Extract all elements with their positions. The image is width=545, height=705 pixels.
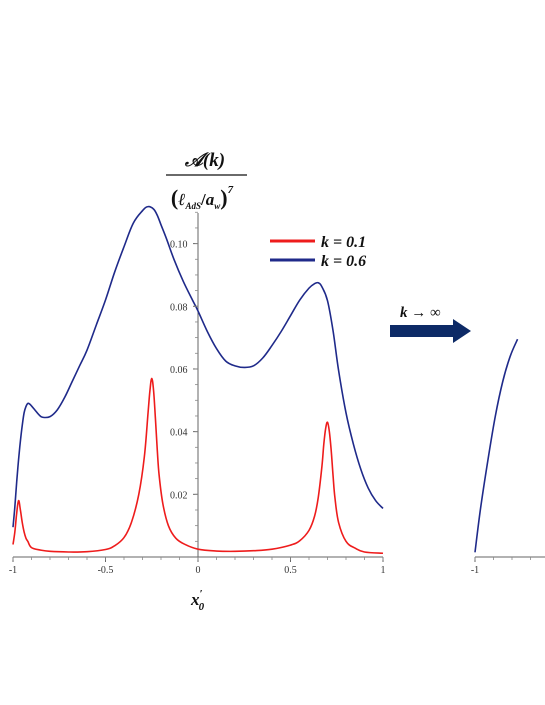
ylabel-exponent: 7 — [228, 184, 234, 196]
main-series — [12, 205, 384, 555]
side-series-line — [474, 338, 519, 553]
x-axis-label: x′ 0 — [190, 588, 205, 613]
y-tick-label: 0.04 — [170, 428, 188, 439]
arrow-annotation: k → ∞ — [390, 305, 471, 343]
main-chart: -1 -0.5 0 0.5 1 0.02 0.04 0.06 0.08 0.10 — [9, 205, 386, 576]
xlabel-main: x — [190, 590, 200, 609]
legend-label-k01: k = 0.1 — [321, 234, 366, 251]
side-chart: -1 — [471, 338, 545, 576]
side-series — [474, 338, 519, 553]
series-line-k01 — [12, 377, 384, 555]
ylabel-den-sub-2: w — [214, 201, 221, 211]
y-axis-label: 𝒜(k) (ℓAdS/aw)7 — [166, 150, 247, 211]
y-tick-label: 0.08 — [170, 302, 188, 313]
xlabel-sub: 0 — [199, 601, 205, 613]
x-tick-label: 0 — [196, 565, 201, 576]
ylabel-denominator: (ℓAdS/aw)7 — [171, 184, 234, 211]
legend: k = 0.1 k = 0.6 — [270, 234, 366, 270]
series-line-k06 — [12, 205, 384, 528]
side-x-tick-label: -1 — [471, 565, 479, 576]
ylabel-numerator: 𝒜(k) — [184, 150, 225, 171]
x-tick-label: -0.5 — [98, 565, 114, 576]
y-tick-label: 0.06 — [170, 365, 188, 376]
y-tick-label: 0.02 — [170, 490, 188, 501]
xlabel-text: x′ 0 — [190, 588, 205, 613]
x-tick-label: -1 — [9, 565, 17, 576]
x-tick-label: 1 — [381, 565, 386, 576]
y-tick-label: 0.10 — [170, 240, 188, 251]
legend-label-k06: k = 0.6 — [321, 253, 366, 270]
ylabel-den-sub-1: AdS — [185, 201, 202, 211]
side-ticks: -1 — [471, 557, 531, 576]
main-ticks: -1 -0.5 0 0.5 1 0.02 0.04 0.06 0.08 0.10 — [9, 211, 386, 576]
right-arrow-icon — [390, 319, 471, 343]
arrow-label: k → ∞ — [400, 305, 441, 321]
xlabel-prime: ′ — [200, 588, 203, 600]
x-tick-label: 0.5 — [284, 565, 297, 576]
